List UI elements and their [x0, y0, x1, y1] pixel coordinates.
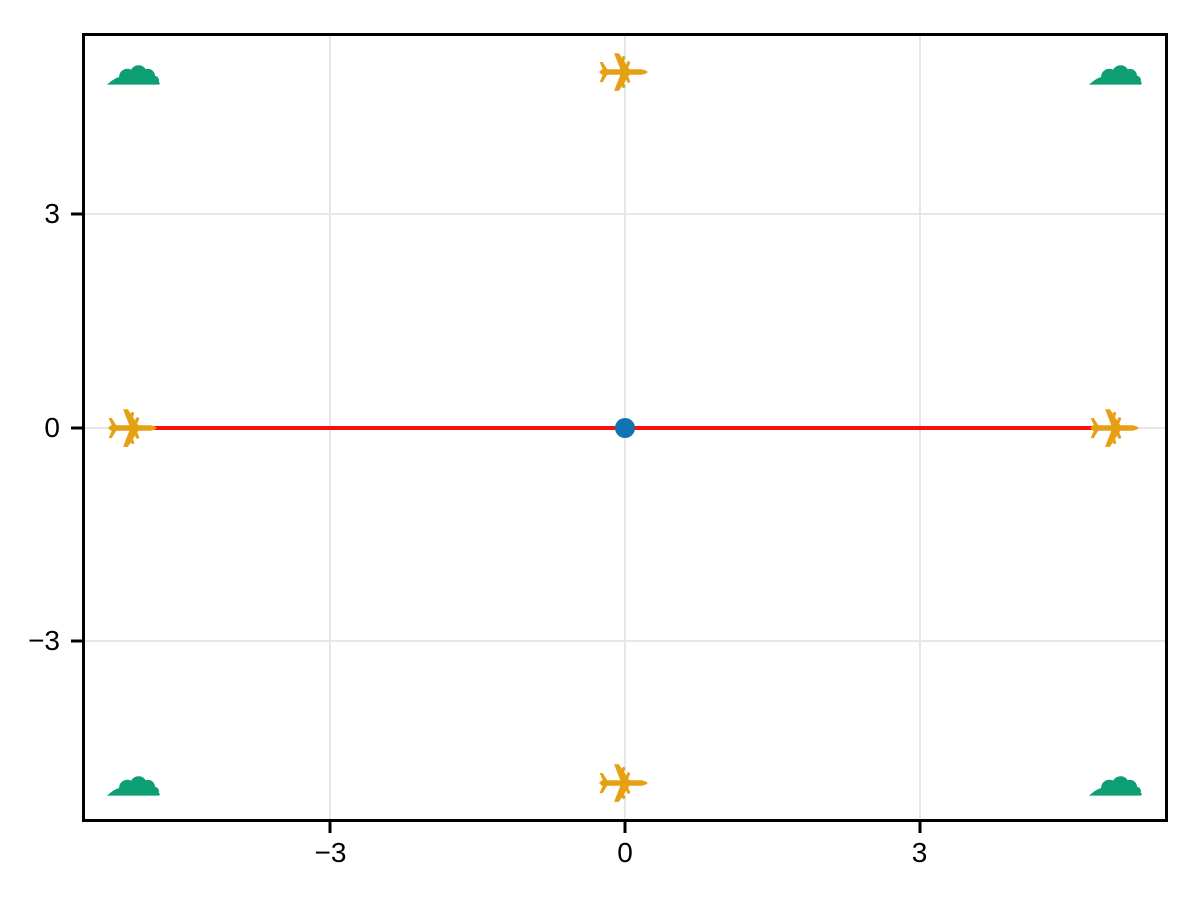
airplane-marker-left: [106, 400, 162, 456]
x-tick-label: −3: [314, 837, 347, 868]
plot-area: [82, 33, 1168, 822]
airplane-marker-top: [597, 44, 653, 100]
airplane-marker-right: [1088, 400, 1144, 456]
gridline-horizontal: [85, 212, 1165, 215]
airplane-icon: [1088, 400, 1144, 456]
y-tick-label: 0: [44, 411, 60, 443]
cloud-marker-top-right: [1088, 58, 1144, 86]
x-tick-label: 0: [617, 837, 633, 868]
airplane-icon: [106, 400, 162, 456]
airplane-icon: [597, 755, 653, 811]
x-tick-mark: [918, 822, 922, 833]
x-tick-mark: [328, 822, 332, 833]
airplane-icon: [597, 44, 653, 100]
cloud-marker-top-left: [106, 58, 162, 86]
x-tick-label: 3: [911, 837, 928, 868]
cloud-marker-bottom-right: [1088, 769, 1144, 797]
y-axis-ticks: [71, 36, 82, 819]
y-tick-label: 3: [44, 197, 60, 229]
plot-inner: [85, 36, 1165, 819]
origin-point-marker: [615, 417, 635, 438]
cloud-marker-bottom-left: [106, 769, 162, 797]
circle-marker-icon: [615, 417, 635, 438]
y-tick-label: −3: [28, 625, 60, 657]
cloud-icon: [106, 769, 162, 797]
y-tick-mark: [71, 426, 82, 429]
cloud-icon: [1088, 58, 1144, 86]
cloud-icon: [106, 58, 162, 86]
x-tick-mark: [623, 822, 627, 833]
cloud-icon: [1088, 769, 1144, 797]
gridline-horizontal: [85, 640, 1165, 643]
x-axis-ticks: [85, 822, 1165, 833]
y-axis-tick-labels: 3 0 −3: [0, 36, 60, 819]
y-tick-mark: [71, 212, 82, 216]
airplane-marker-bottom: [597, 755, 653, 811]
x-axis-tick-labels: −3 0 3: [85, 836, 1165, 876]
y-tick-mark: [71, 639, 82, 643]
